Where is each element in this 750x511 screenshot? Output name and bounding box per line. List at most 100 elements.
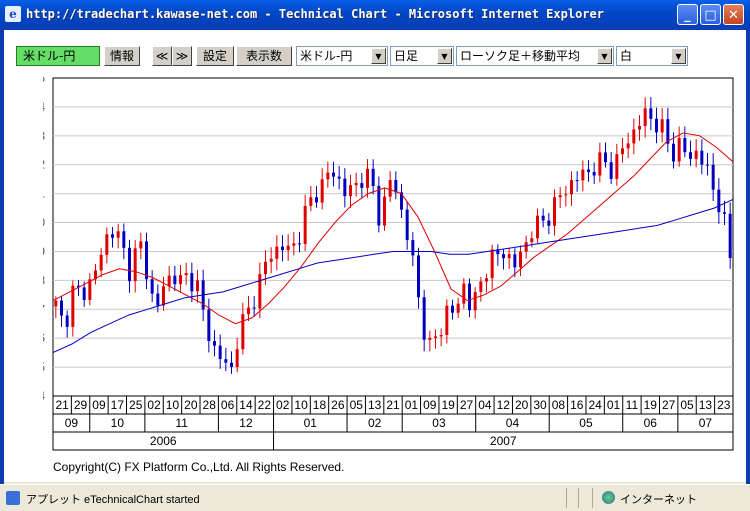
candle-body (655, 118, 658, 133)
candle-body (609, 162, 613, 179)
candle-body (689, 152, 692, 159)
info-button[interactable]: 情報 (104, 46, 140, 66)
candle-body (99, 254, 103, 271)
day-label: 21 (56, 398, 70, 412)
month-label: 09 (65, 416, 79, 430)
candle-body (122, 231, 126, 248)
dropdown-arrow-icon[interactable]: ▼ (437, 48, 452, 64)
candle-body (332, 172, 335, 177)
candle-body (82, 287, 86, 300)
candle-body (405, 209, 409, 241)
candle-body (479, 281, 483, 292)
window-titlebar: e http://tradechart.kawase-net.com - Tec… (0, 0, 750, 30)
candle-body (558, 195, 562, 198)
candle-body (167, 275, 171, 287)
candle-body (711, 164, 715, 190)
month-label: 01 (304, 416, 318, 430)
month-label: 06 (644, 416, 658, 430)
candle-body (207, 309, 211, 342)
candle-body (105, 234, 109, 255)
candle-body (88, 279, 92, 300)
candle-body (394, 180, 398, 193)
pair-select[interactable]: 米ドル-円 ▼ (296, 46, 388, 66)
day-label: 27 (460, 398, 474, 412)
candle-body (519, 251, 522, 268)
background-select[interactable]: 白 ▼ (616, 46, 688, 66)
candle-body (315, 197, 318, 203)
price-chart[interactable]: 1141151161171181191201211221231241252129… (43, 76, 735, 456)
candle-body (434, 336, 437, 338)
day-label: 28 (203, 398, 217, 412)
dropdown-arrow-icon[interactable]: ▼ (371, 48, 386, 64)
candle-body (150, 279, 154, 294)
candle-body (638, 126, 641, 130)
candle-body (694, 150, 698, 159)
candle-body (377, 185, 381, 226)
dropdown-arrow-icon[interactable]: ▼ (597, 48, 612, 64)
day-label: 19 (644, 398, 658, 412)
day-label: 12 (497, 398, 511, 412)
status-divider (592, 488, 593, 508)
candle-body (371, 168, 375, 186)
settings-button[interactable]: 設定 (196, 46, 234, 66)
candle-body (524, 242, 528, 252)
day-label: 09 (92, 398, 106, 412)
candle-body (632, 129, 636, 144)
candle-body (649, 108, 653, 119)
display-count-button[interactable]: 表示数 (236, 46, 292, 66)
day-label: 23 (717, 398, 731, 412)
candle-body (94, 270, 97, 280)
day-label: 25 (129, 398, 143, 412)
month-label: 04 (506, 416, 520, 430)
maximize-button[interactable]: □ (700, 4, 721, 25)
candle-body (507, 254, 511, 259)
candle-body (354, 182, 358, 186)
candle-body (190, 273, 194, 292)
month-label: 03 (432, 416, 446, 430)
close-button[interactable]: ✕ (723, 4, 744, 25)
candle-body (660, 119, 664, 133)
period-select[interactable]: 日足 ▼ (390, 46, 454, 66)
day-label: 24 (588, 398, 602, 412)
chart-type-select[interactable]: ローソク足＋移動平均 ▼ (456, 46, 614, 66)
candle-body (723, 212, 726, 214)
candle-body (281, 246, 284, 251)
day-label: 27 (662, 398, 676, 412)
candle-body (179, 275, 182, 285)
candle-body (530, 238, 534, 243)
candle-body (320, 179, 324, 203)
year-label: 2007 (490, 434, 517, 448)
scroll-back-button[interactable]: ≪ (152, 46, 172, 66)
day-label: 10 (166, 398, 180, 412)
candle-body (196, 280, 199, 292)
minimize-button[interactable]: _ (677, 4, 698, 25)
candle-body (111, 234, 114, 238)
dropdown-arrow-icon[interactable]: ▼ (671, 48, 686, 64)
day-label: 05 (680, 398, 694, 412)
y-tick-label: 122 (43, 158, 45, 172)
scroll-forward-button[interactable]: ≫ (172, 46, 192, 66)
candle-body (485, 278, 488, 282)
candle-body (604, 152, 607, 163)
candle-body (422, 297, 426, 340)
candle-body (621, 148, 624, 155)
candle-body (575, 180, 579, 182)
candle-body (60, 300, 63, 316)
candle-body (564, 194, 568, 196)
moving-average-line (52, 132, 734, 325)
month-label: 02 (368, 416, 382, 430)
day-label: 02 (276, 398, 290, 412)
candle-body (252, 307, 256, 309)
day-label: 14 (239, 398, 253, 412)
day-label: 11 (626, 398, 639, 412)
candle-body (298, 243, 301, 245)
plot-area (52, 77, 734, 397)
applet-icon (6, 491, 20, 505)
candle-body (326, 172, 330, 180)
y-tick-label: 121 (43, 187, 45, 201)
candle-body (683, 137, 687, 153)
candle-body (411, 240, 415, 256)
candle-body (615, 154, 619, 179)
candle-body (445, 305, 449, 335)
candle-body (451, 305, 454, 313)
